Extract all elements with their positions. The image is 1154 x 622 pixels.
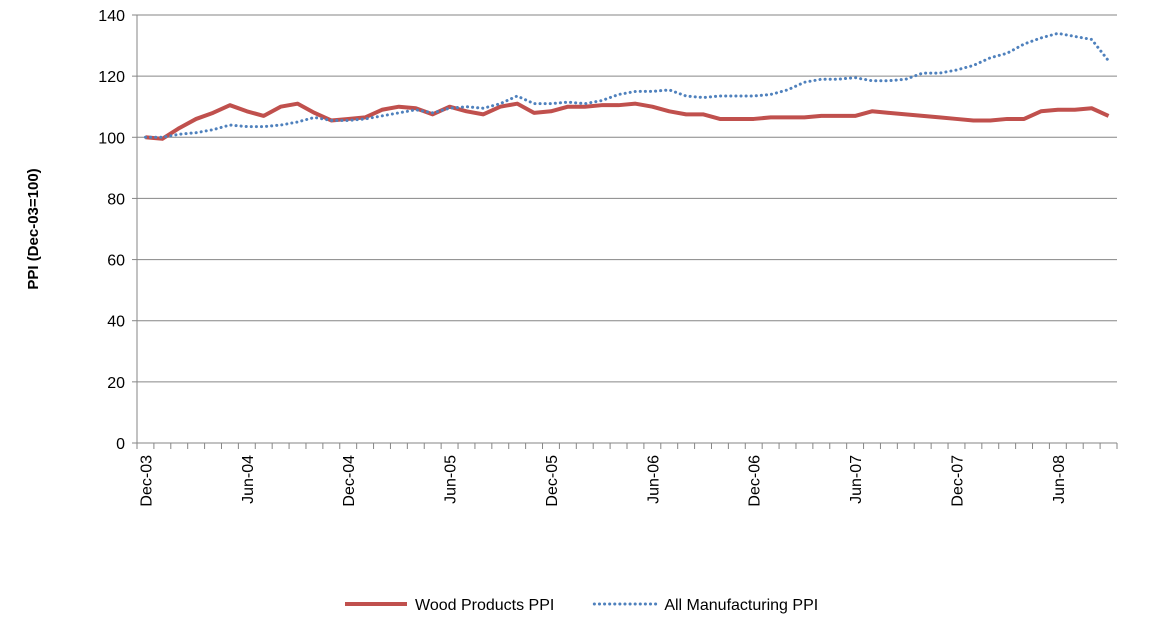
x-tick-label: Jun-04 xyxy=(240,455,257,504)
legend-label: Wood Products PPI xyxy=(415,597,554,614)
x-tick-label: Dec-03 xyxy=(138,455,155,507)
series-line xyxy=(145,101,1110,141)
x-tick-label: Dec-06 xyxy=(747,455,764,507)
y-axis-label: PPI (Dec-03=100) xyxy=(25,168,42,289)
x-tick-label: Jun-07 xyxy=(848,455,865,504)
y-tick-label: 40 xyxy=(107,314,125,331)
y-tick-label: 20 xyxy=(107,375,125,392)
x-tick-label: Jun-08 xyxy=(1051,455,1068,504)
series-line xyxy=(143,31,1111,139)
x-tick-label: Jun-05 xyxy=(443,455,460,504)
y-tick-label: 140 xyxy=(98,8,125,25)
x-tick-label: Dec-05 xyxy=(544,455,561,507)
x-tick-label: Jun-06 xyxy=(645,455,662,504)
y-tick-label: 60 xyxy=(107,253,125,270)
y-tick-label: 80 xyxy=(107,191,125,208)
x-tick-label: Dec-04 xyxy=(341,455,358,507)
y-tick-label: 0 xyxy=(116,436,125,453)
y-tick-label: 100 xyxy=(98,130,125,147)
legend-label: All Manufacturing PPI xyxy=(664,597,818,614)
x-tick-label: Dec-07 xyxy=(949,455,966,507)
y-tick-label: 120 xyxy=(98,69,125,86)
